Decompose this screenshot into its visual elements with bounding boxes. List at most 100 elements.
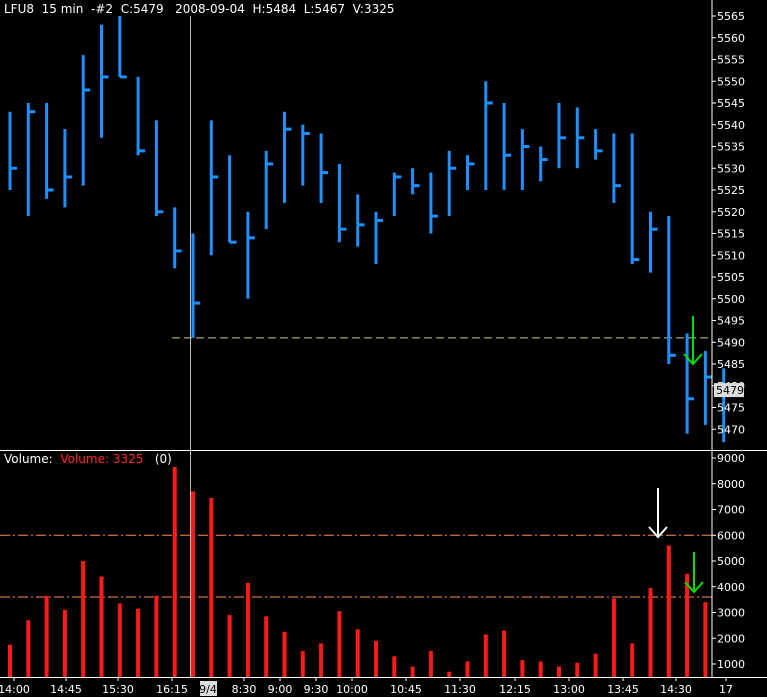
x-tick-label: 8:30 [232, 683, 257, 696]
date-label-box [200, 681, 217, 696]
volume-bar [117, 603, 122, 677]
price-bar [301, 124, 310, 186]
white-arrow-icon-head [648, 526, 668, 539]
symbol-label: LFU8 [4, 2, 35, 16]
volume-bar [8, 644, 12, 677]
price-bar [81, 55, 91, 186]
volume-bar [575, 662, 580, 677]
x-tick-label: 11:30 [444, 683, 476, 696]
x-tick-label: 9/4 [199, 683, 217, 696]
volume-bar [227, 615, 232, 677]
price-bar [703, 350, 713, 425]
price-bar [136, 76, 146, 156]
volume-bar [245, 582, 250, 677]
volume-tick-label: 2000 [717, 632, 745, 645]
price-bar [594, 129, 603, 160]
price-bar [411, 168, 420, 195]
price-bar [264, 150, 274, 230]
volume-tick-label: 8000 [717, 478, 745, 491]
price-bar [246, 211, 255, 299]
close-value: C:5479 [120, 2, 164, 16]
price-bar [539, 146, 548, 182]
volume-bar [447, 671, 452, 677]
green-arrow-icon [684, 552, 704, 594]
price-tick-label: 5490 [717, 336, 745, 349]
white-arrow-icon [648, 488, 668, 539]
price-bar [63, 129, 72, 208]
high-value: H:5484 [252, 2, 297, 16]
volume-bar [154, 595, 159, 677]
volume-bar [703, 602, 708, 677]
interval-label: 15 min [41, 2, 84, 16]
price-tick-label: 5500 [717, 293, 745, 306]
volume-panel-label: Volume: [4, 452, 53, 466]
x-tick-label: 9:30 [304, 683, 329, 696]
price-bar [447, 150, 457, 217]
price-tick-label: 5510 [717, 249, 745, 262]
low-value: L:5467 [303, 2, 346, 16]
volume-bar [99, 576, 104, 677]
date-value: 2008-09-04 [175, 2, 245, 16]
volume-bar [191, 491, 195, 677]
volume-bar [630, 643, 635, 677]
price-tick-label: 5470 [717, 423, 745, 436]
price-bar [173, 207, 182, 269]
volume-bar [355, 629, 360, 677]
price-tick-label: 5550 [717, 75, 745, 88]
volume-bar [666, 545, 671, 677]
price-bar [374, 211, 383, 264]
price-bar [154, 120, 164, 217]
volume-bar [538, 661, 543, 677]
volume-bar [465, 661, 470, 677]
current-price-box [714, 383, 744, 398]
price-bar [630, 133, 640, 264]
price-bar [392, 172, 402, 217]
volume-bar [648, 588, 653, 677]
volume-bar [136, 608, 141, 677]
price-bar [319, 133, 329, 204]
volume-bar [300, 651, 305, 677]
volume-bar [62, 609, 67, 677]
volume-tick-label: 7000 [717, 504, 745, 517]
price-bar [429, 172, 438, 234]
price-tick-label: 5545 [717, 97, 745, 110]
volume-bar [557, 666, 561, 677]
volume-tick-label: 6000 [717, 529, 745, 542]
volume-bar [611, 598, 616, 677]
price-bar [649, 211, 658, 273]
x-tick-label: 10:00 [336, 683, 368, 696]
price-panel [8, 16, 731, 443]
volume-panel [0, 467, 712, 677]
price-bar [484, 81, 493, 190]
price-bar [612, 133, 621, 204]
x-tick-label: 14:00 [0, 683, 30, 696]
volume-bar [520, 660, 525, 677]
price-tick-label: 5520 [717, 206, 745, 219]
x-tick-label: 14:45 [50, 683, 82, 696]
x-tick-label: 17 [719, 683, 733, 696]
price-tick-label: 5560 [717, 32, 745, 45]
price-tick-label: 5565 [717, 10, 745, 23]
volume-bar [502, 630, 507, 677]
volume-bar [428, 651, 433, 677]
volume-bar [81, 561, 86, 677]
x-tick-label: 13:00 [553, 683, 585, 696]
x-tick-label: 14:30 [660, 683, 692, 696]
x-tick-label: 12:15 [499, 683, 531, 696]
price-tick-label: 5555 [717, 54, 745, 67]
price-bar [685, 333, 695, 434]
price-bar [575, 107, 585, 169]
price-bar [557, 103, 566, 169]
price-tick-label: 5530 [717, 162, 745, 175]
x-tick-label: 16:15 [156, 683, 188, 696]
volume-tick-label: 5000 [717, 555, 745, 568]
price-bar [26, 103, 36, 217]
volume-bar [374, 640, 378, 677]
price-bar [283, 111, 292, 204]
price-bar [118, 16, 127, 79]
volume-bar [319, 643, 324, 677]
price-bar [8, 111, 17, 190]
volume-panel-extra: (0) [154, 452, 172, 466]
volume-bar [593, 653, 598, 677]
price-bar [191, 233, 200, 338]
